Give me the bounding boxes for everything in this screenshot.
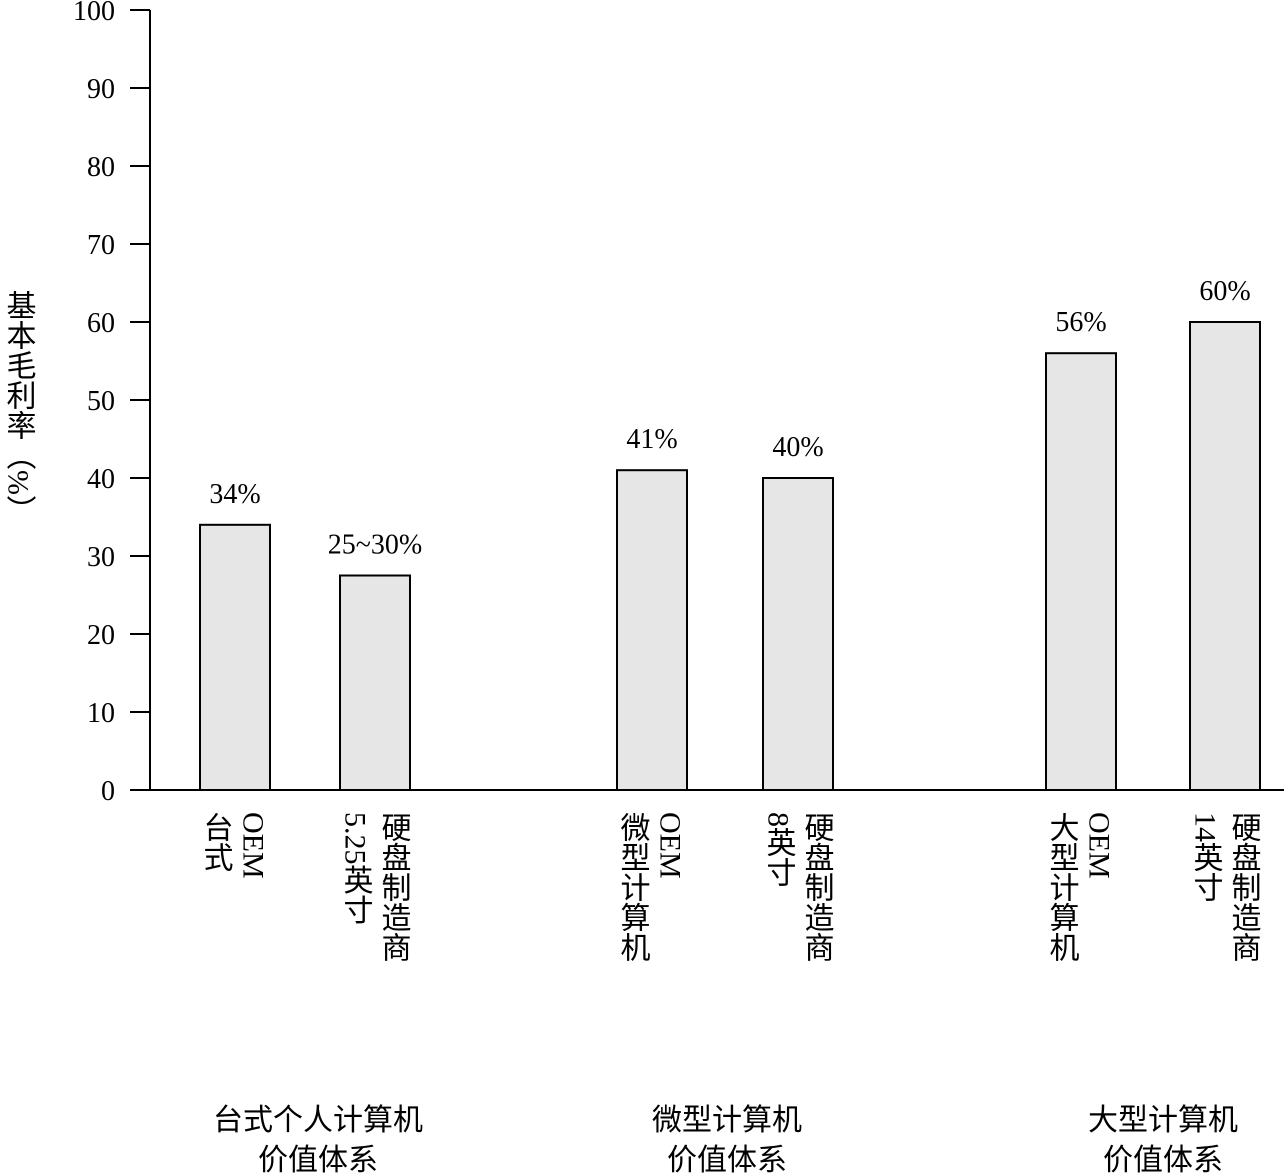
group-label: 价值体系 [1103, 1144, 1223, 1175]
x-tick-label: 14英寸 [1189, 812, 1223, 902]
group-label: 台式个人计算机 [213, 1104, 423, 1137]
x-tick-label: 5.25英寸 [339, 812, 373, 925]
bar [1189, 321, 1261, 791]
x-tick-label: OEM [1083, 812, 1116, 879]
x-tick-label: 硬盘制造商 [377, 812, 412, 962]
y-tick-label: 70 [87, 230, 115, 261]
y-tick-label: 100 [73, 0, 115, 27]
value-label: 41% [626, 424, 677, 455]
x-tick-label: OEM [654, 812, 687, 879]
x-tick-label: 硬盘制造商 [1227, 812, 1262, 962]
x-tick-label: OEM [237, 812, 270, 879]
group-label: 大型计算机 [1088, 1104, 1238, 1137]
y-tick-label: 30 [87, 542, 115, 573]
value-label: 25~30% [328, 530, 422, 561]
value-label: 34% [209, 479, 260, 510]
group-label: 价值体系 [258, 1144, 378, 1175]
bar [339, 574, 411, 791]
x-tick-label: 台式 [199, 812, 233, 872]
bar [1045, 352, 1117, 791]
value-label: 40% [772, 432, 823, 463]
y-tick-label: 80 [87, 152, 115, 183]
value-label: 60% [1199, 276, 1250, 307]
y-tick-label: 60 [87, 308, 115, 339]
x-tick-label: 8英寸 [762, 812, 796, 887]
value-label: 56% [1055, 307, 1106, 338]
y-tick-label: 90 [87, 74, 115, 105]
y-tick-label: 50 [87, 386, 115, 417]
x-tick-label: 微型计算机 [616, 812, 651, 962]
y-axis-label: 基本毛利率（%） [2, 290, 37, 525]
y-tick-label: 40 [87, 464, 115, 495]
group-label: 微型计算机 [652, 1104, 802, 1137]
x-tick-label: 大型计算机 [1045, 812, 1080, 962]
y-tick-label: 20 [87, 620, 115, 651]
group-label: 价值体系 [667, 1144, 787, 1175]
bar [616, 469, 688, 791]
bar [199, 523, 271, 791]
y-tick-label: 10 [87, 698, 115, 729]
bar [762, 477, 834, 791]
y-tick-label: 0 [101, 776, 115, 807]
x-tick-label: 硬盘制造商 [800, 812, 835, 962]
